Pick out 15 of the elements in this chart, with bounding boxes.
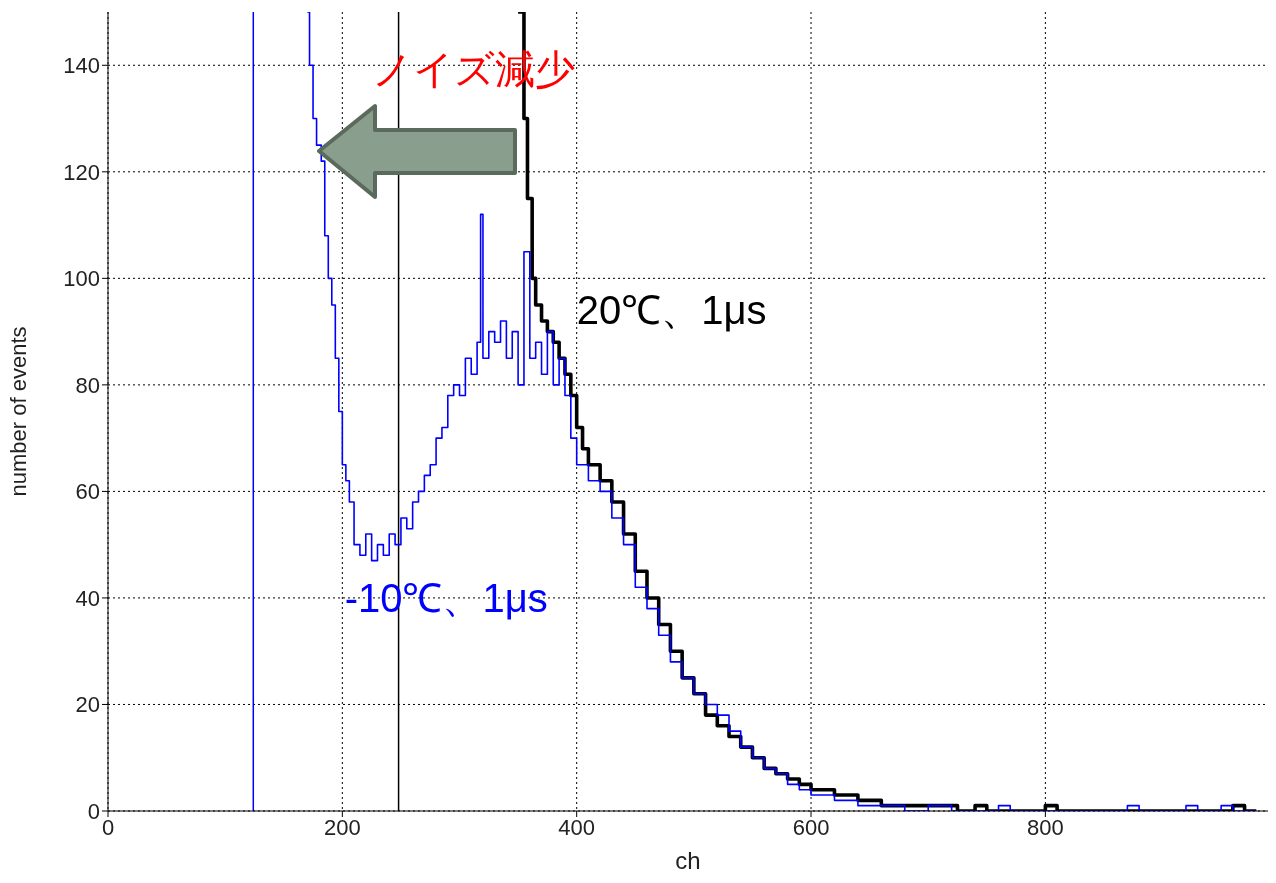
y-tick-label: 100 (63, 266, 100, 292)
x-tick-label: 400 (558, 814, 596, 840)
y-tick-label: 40 (75, 585, 100, 611)
y-axis-title: number of events (5, 326, 31, 497)
y-tick-label: 120 (63, 159, 100, 185)
y-tick-label: 140 (63, 53, 100, 79)
x-tick-label: 200 (323, 814, 361, 840)
x-axis-title: ch (675, 847, 701, 874)
x-tick-label: 800 (1027, 814, 1064, 840)
series-label: 20℃、1μs (576, 286, 767, 334)
y-tick-label: 60 (75, 479, 100, 505)
y-tick-label: 0 (87, 798, 100, 824)
x-tick-label: 600 (792, 814, 830, 840)
y-tick-label: 20 (75, 692, 100, 718)
y-tick-label: 80 (75, 372, 100, 398)
